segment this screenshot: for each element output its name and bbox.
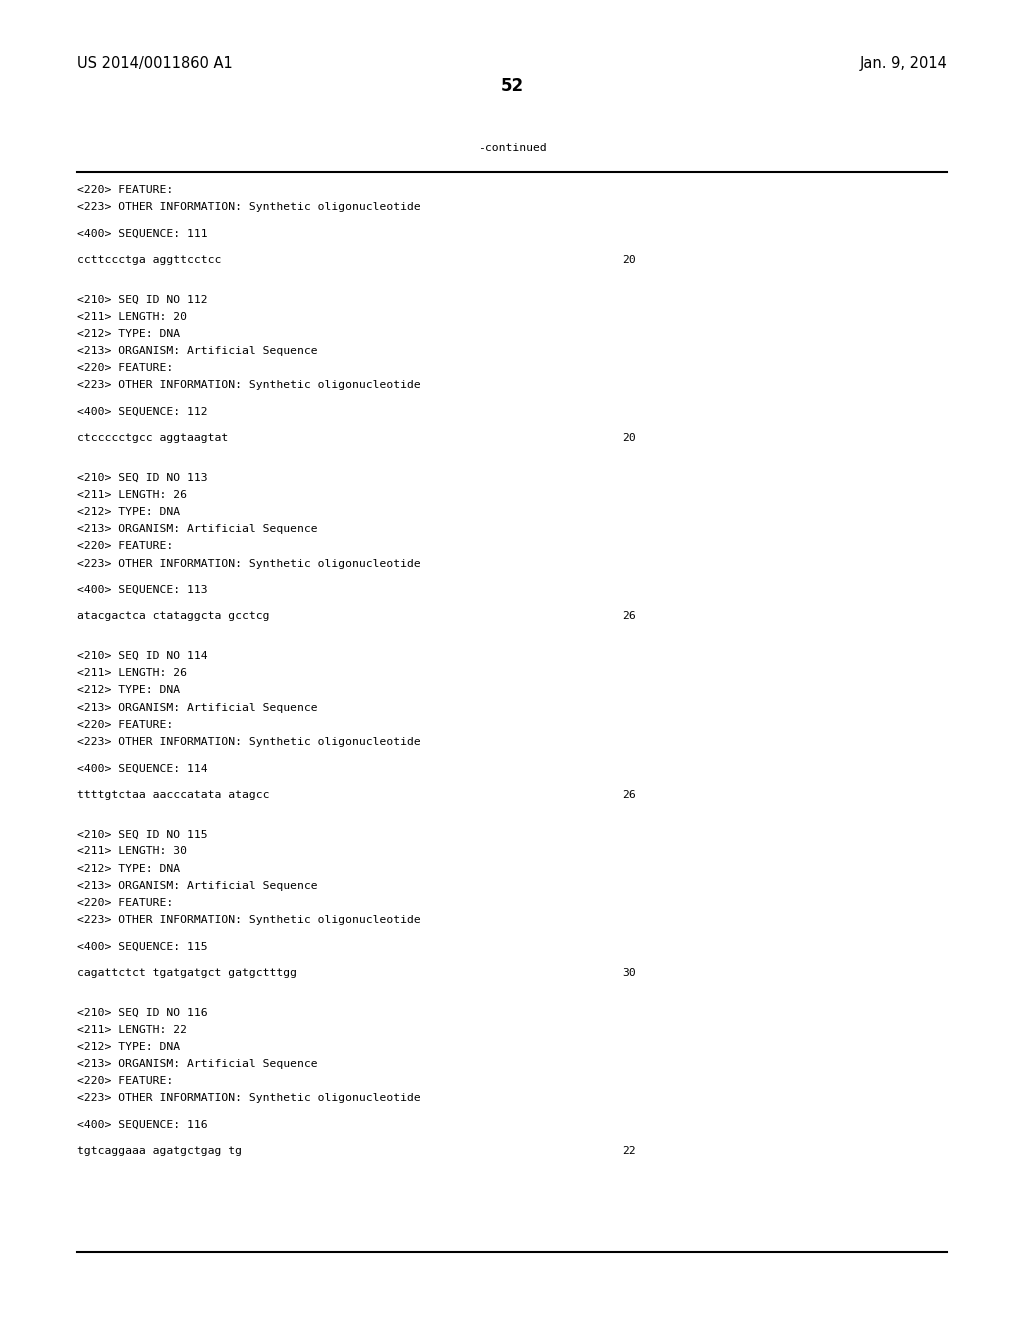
Text: ctccccctgcc aggtaagtat: ctccccctgcc aggtaagtat [77, 433, 228, 444]
Text: <400> SEQUENCE: 112: <400> SEQUENCE: 112 [77, 407, 208, 417]
Text: <223> OTHER INFORMATION: Synthetic oligonucleotide: <223> OTHER INFORMATION: Synthetic oligo… [77, 737, 421, 747]
Text: <213> ORGANISM: Artificial Sequence: <213> ORGANISM: Artificial Sequence [77, 1059, 317, 1069]
Text: 52: 52 [501, 77, 523, 95]
Text: -continued: -continued [477, 143, 547, 153]
Text: Jan. 9, 2014: Jan. 9, 2014 [859, 55, 947, 71]
Text: <220> FEATURE:: <220> FEATURE: [77, 185, 173, 195]
Text: 26: 26 [623, 611, 636, 622]
Text: 20: 20 [623, 255, 636, 265]
Text: <220> FEATURE:: <220> FEATURE: [77, 719, 173, 730]
Text: cagattctct tgatgatgct gatgctttgg: cagattctct tgatgatgct gatgctttgg [77, 968, 297, 978]
Text: <211> LENGTH: 26: <211> LENGTH: 26 [77, 668, 186, 678]
Text: <211> LENGTH: 20: <211> LENGTH: 20 [77, 312, 186, 322]
Text: <223> OTHER INFORMATION: Synthetic oligonucleotide: <223> OTHER INFORMATION: Synthetic oligo… [77, 202, 421, 213]
Text: <400> SEQUENCE: 114: <400> SEQUENCE: 114 [77, 763, 208, 774]
Text: <213> ORGANISM: Artificial Sequence: <213> ORGANISM: Artificial Sequence [77, 346, 317, 356]
Text: <211> LENGTH: 26: <211> LENGTH: 26 [77, 490, 186, 500]
Text: <223> OTHER INFORMATION: Synthetic oligonucleotide: <223> OTHER INFORMATION: Synthetic oligo… [77, 380, 421, 391]
Text: <220> FEATURE:: <220> FEATURE: [77, 1076, 173, 1086]
Text: <210> SEQ ID NO 112: <210> SEQ ID NO 112 [77, 294, 208, 305]
Text: <210> SEQ ID NO 113: <210> SEQ ID NO 113 [77, 473, 208, 483]
Text: <220> FEATURE:: <220> FEATURE: [77, 541, 173, 552]
Text: <213> ORGANISM: Artificial Sequence: <213> ORGANISM: Artificial Sequence [77, 880, 317, 891]
Text: <400> SEQUENCE: 115: <400> SEQUENCE: 115 [77, 941, 208, 952]
Text: <212> TYPE: DNA: <212> TYPE: DNA [77, 507, 180, 517]
Text: <223> OTHER INFORMATION: Synthetic oligonucleotide: <223> OTHER INFORMATION: Synthetic oligo… [77, 558, 421, 569]
Text: 22: 22 [623, 1146, 636, 1156]
Text: <210> SEQ ID NO 116: <210> SEQ ID NO 116 [77, 1007, 208, 1018]
Text: tgtcaggaaa agatgctgag tg: tgtcaggaaa agatgctgag tg [77, 1146, 242, 1156]
Text: 20: 20 [623, 433, 636, 444]
Text: <211> LENGTH: 30: <211> LENGTH: 30 [77, 846, 186, 857]
Text: <400> SEQUENCE: 116: <400> SEQUENCE: 116 [77, 1119, 208, 1130]
Text: ccttccctga aggttcctcc: ccttccctga aggttcctcc [77, 255, 221, 265]
Text: 26: 26 [623, 789, 636, 800]
Text: <212> TYPE: DNA: <212> TYPE: DNA [77, 863, 180, 874]
Text: US 2014/0011860 A1: US 2014/0011860 A1 [77, 55, 232, 71]
Text: <210> SEQ ID NO 114: <210> SEQ ID NO 114 [77, 651, 208, 661]
Text: <223> OTHER INFORMATION: Synthetic oligonucleotide: <223> OTHER INFORMATION: Synthetic oligo… [77, 915, 421, 925]
Text: 30: 30 [623, 968, 636, 978]
Text: ttttgtctaa aacccatata atagcc: ttttgtctaa aacccatata atagcc [77, 789, 269, 800]
Text: atacgactca ctataggcta gcctcg: atacgactca ctataggcta gcctcg [77, 611, 269, 622]
Text: <211> LENGTH: 22: <211> LENGTH: 22 [77, 1024, 186, 1035]
Text: <210> SEQ ID NO 115: <210> SEQ ID NO 115 [77, 829, 208, 840]
Text: <223> OTHER INFORMATION: Synthetic oligonucleotide: <223> OTHER INFORMATION: Synthetic oligo… [77, 1093, 421, 1104]
Text: <400> SEQUENCE: 111: <400> SEQUENCE: 111 [77, 228, 208, 239]
Text: <213> ORGANISM: Artificial Sequence: <213> ORGANISM: Artificial Sequence [77, 524, 317, 535]
Text: <220> FEATURE:: <220> FEATURE: [77, 363, 173, 374]
Text: <220> FEATURE:: <220> FEATURE: [77, 898, 173, 908]
Text: <213> ORGANISM: Artificial Sequence: <213> ORGANISM: Artificial Sequence [77, 702, 317, 713]
Text: <212> TYPE: DNA: <212> TYPE: DNA [77, 1041, 180, 1052]
Text: <400> SEQUENCE: 113: <400> SEQUENCE: 113 [77, 585, 208, 595]
Text: <212> TYPE: DNA: <212> TYPE: DNA [77, 685, 180, 696]
Text: <212> TYPE: DNA: <212> TYPE: DNA [77, 329, 180, 339]
